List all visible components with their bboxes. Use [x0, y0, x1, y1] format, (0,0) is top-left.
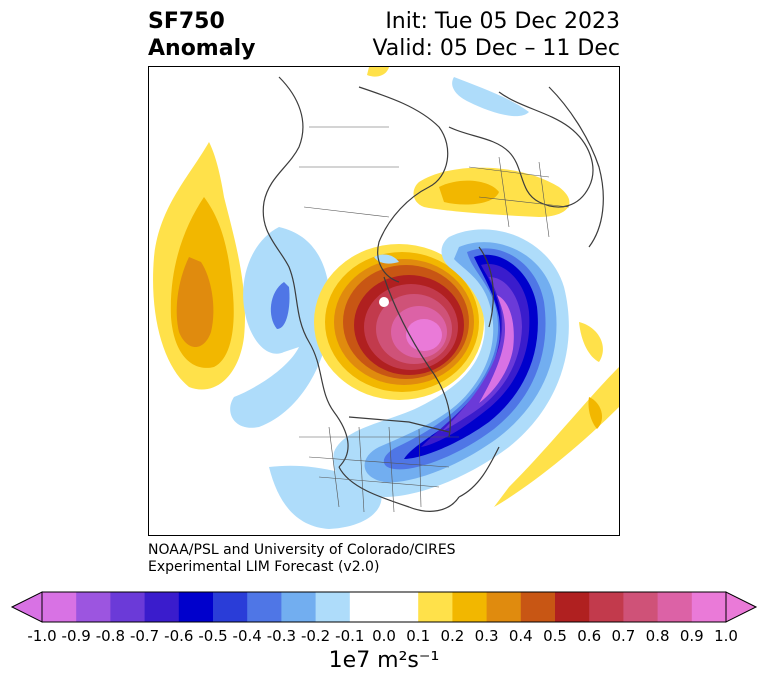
colorbar-units: 1e7 m²s⁻¹ [328, 648, 440, 673]
western-negative-anomaly [230, 227, 331, 428]
gulf-negative-anomaly [269, 465, 382, 529]
map-panel [148, 66, 620, 536]
colorbar [10, 591, 758, 623]
colorbar-segment [486, 592, 522, 622]
colorbar-segment [520, 592, 556, 622]
colorbar-tick-label: 0.6 [577, 627, 602, 645]
colorbar-segment [213, 592, 248, 622]
colorbar-segment [589, 592, 624, 622]
colorbar-segment [418, 592, 453, 622]
colorbar-tick-label: 0.1 [406, 627, 431, 645]
pacific-positive-anomaly [153, 142, 245, 390]
anomaly-map [153, 67, 619, 529]
colorbar-segment [657, 592, 693, 622]
credit-line-1: NOAA/PSL and University of Colorado/CIRE… [148, 542, 456, 558]
colorbar-segment [384, 592, 419, 622]
colorbar-segment [281, 592, 317, 622]
colorbar-tick-label: 0.3 [474, 627, 499, 645]
colorbar-tick-label: -0.9 [61, 627, 91, 645]
small-positive-anomaly [367, 67, 389, 77]
colorbar-tick-label: 0.4 [508, 627, 533, 645]
colorbar-segment [178, 592, 214, 622]
colorbar-min-arrow [10, 591, 43, 623]
title-anomaly: Anomaly [148, 36, 256, 61]
colorbar-tick-label: 0.5 [543, 627, 567, 645]
colorbar-tick-label: -0.3 [266, 627, 297, 645]
colorbar-segment [349, 592, 385, 622]
colorbar-tick-label: -0.6 [164, 627, 194, 645]
hudson-negative-anomaly [374, 254, 399, 264]
colorbar-segment [247, 592, 282, 622]
colorbar-segment [691, 592, 727, 622]
colorbar-tick-label: -0.5 [198, 627, 228, 645]
colorbar-tick-label: 0.7 [611, 627, 636, 645]
colorbar-outline [41, 591, 727, 623]
atlantic-negative-anomaly [333, 229, 569, 497]
title-variable: SF750 [148, 9, 225, 34]
colorbar-segment [42, 592, 77, 622]
colorbar-segment [110, 592, 146, 622]
arctic-positive-anomaly [314, 244, 484, 400]
colorbar-max-arrow [725, 591, 758, 623]
coastlines [262, 76, 604, 512]
colorbar-tick-label: 0.9 [679, 627, 704, 645]
credit-line-2: Experimental LIM Forecast (v2.0) [148, 559, 380, 575]
colorbar-tick-label: 0.0 [372, 627, 396, 645]
colorbar-tick-label: 0.8 [645, 627, 670, 645]
colorbar-segment [555, 592, 590, 622]
colorbar-tick-label: -1.0 [27, 627, 57, 645]
atlantic-positive-anomaly [494, 322, 619, 507]
colorbar-segment [623, 592, 659, 622]
colorbar-segment [144, 592, 180, 622]
colorbar-segment [76, 592, 111, 622]
political-borders [299, 126, 570, 513]
colorbar-segment [452, 592, 488, 622]
small-negative-anomaly [452, 77, 529, 117]
europe-positive-anomaly [413, 167, 570, 217]
colorbar-tick-label: -0.8 [95, 627, 126, 645]
colorbar-tick-label: -0.2 [300, 627, 331, 645]
colorbar-tick-label: -0.1 [335, 627, 365, 645]
init-date: Init: Tue 05 Dec 2023 [385, 9, 620, 34]
colorbar-tick-label: -0.4 [232, 627, 262, 645]
colorbar-tick-label: 0.2 [440, 627, 465, 645]
colorbar-segment [315, 592, 351, 622]
colorbar-tick-label: -0.7 [129, 627, 160, 645]
valid-range: Valid: 05 Dec – 11 Dec [372, 36, 620, 61]
colorbar-tick-label: 1.0 [714, 627, 738, 645]
